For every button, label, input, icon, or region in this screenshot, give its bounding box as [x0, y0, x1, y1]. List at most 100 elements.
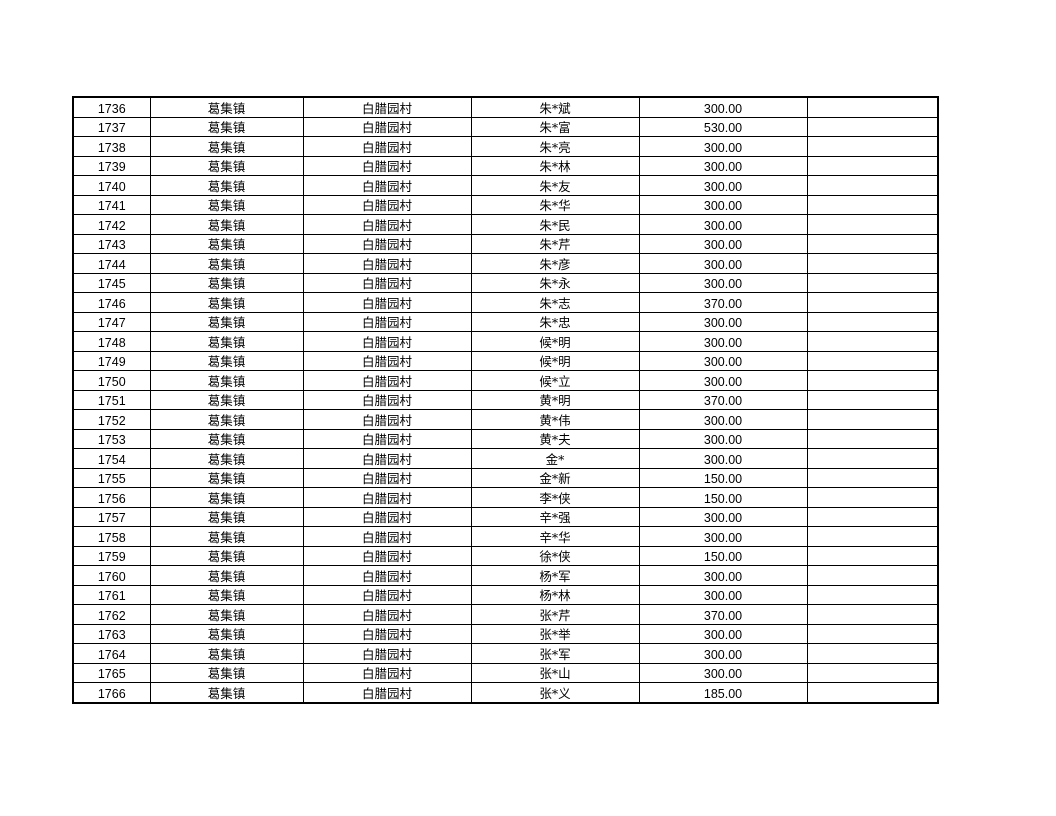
- row-number-cell: 1755: [72, 467, 151, 488]
- amount-cell: 300.00: [638, 194, 808, 215]
- table-row: 1746 葛集镇 白腊园村 朱*志 370.00: [72, 292, 939, 313]
- village-cell: 白腊园村: [302, 604, 472, 625]
- table-row: 1747 葛集镇 白腊园村 朱*忠 300.00: [72, 311, 939, 332]
- village-cell: 白腊园村: [302, 584, 472, 605]
- town-cell: 葛集镇: [149, 331, 304, 352]
- village-cell: 白腊园村: [302, 467, 472, 488]
- table-row: 1740 葛集镇 白腊园村 朱*友 300.00: [72, 175, 939, 196]
- amount-cell: 150.00: [638, 545, 808, 566]
- table-row: 1738 葛集镇 白腊园村 朱*亮 300.00: [72, 136, 939, 157]
- remark-cell: [806, 487, 939, 508]
- amount-cell: 150.00: [638, 487, 808, 508]
- remark-cell: [806, 370, 939, 391]
- name-cell: 朱*永: [470, 272, 640, 293]
- town-cell: 葛集镇: [149, 96, 304, 118]
- remark-cell: [806, 331, 939, 352]
- village-cell: 白腊园村: [302, 662, 472, 683]
- amount-cell: 150.00: [638, 467, 808, 488]
- town-cell: 葛集镇: [149, 272, 304, 293]
- row-number-cell: 1753: [72, 428, 151, 449]
- amount-cell: 300.00: [638, 409, 808, 430]
- amount-cell: 300.00: [638, 428, 808, 449]
- name-cell: 李*侠: [470, 487, 640, 508]
- village-cell: 白腊园村: [302, 272, 472, 293]
- amount-cell: 300.00: [638, 233, 808, 254]
- row-number-cell: 1736: [72, 96, 151, 118]
- table-row: 1763 葛集镇 白腊园村 张*举 300.00: [72, 623, 939, 644]
- amount-cell: 300.00: [638, 331, 808, 352]
- village-cell: 白腊园村: [302, 643, 472, 664]
- remark-cell: [806, 253, 939, 274]
- table-row: 1757 葛集镇 白腊园村 辛*强 300.00: [72, 506, 939, 527]
- town-cell: 葛集镇: [149, 662, 304, 683]
- table-row: 1752 葛集镇 白腊园村 黄*伟 300.00: [72, 409, 939, 430]
- amount-cell: 300.00: [638, 253, 808, 274]
- name-cell: 朱*富: [470, 116, 640, 137]
- table-row: 1764 葛集镇 白腊园村 张*军 300.00: [72, 643, 939, 664]
- village-cell: 白腊园村: [302, 565, 472, 586]
- amount-cell: 300.00: [638, 584, 808, 605]
- row-number-cell: 1750: [72, 370, 151, 391]
- remark-cell: [806, 662, 939, 683]
- remark-cell: [806, 96, 939, 118]
- amount-cell: 300.00: [638, 506, 808, 527]
- village-cell: 白腊园村: [302, 506, 472, 527]
- remark-cell: [806, 194, 939, 215]
- village-cell: 白腊园村: [302, 448, 472, 469]
- name-cell: 金*: [470, 448, 640, 469]
- town-cell: 葛集镇: [149, 253, 304, 274]
- name-cell: 朱*友: [470, 175, 640, 196]
- town-cell: 葛集镇: [149, 565, 304, 586]
- amount-cell: 300.00: [638, 272, 808, 293]
- remark-cell: [806, 350, 939, 371]
- amount-cell: 300.00: [638, 214, 808, 235]
- row-number-cell: 1752: [72, 409, 151, 430]
- village-cell: 白腊园村: [302, 136, 472, 157]
- village-cell: 白腊园村: [302, 292, 472, 313]
- table-row: 1758 葛集镇 白腊园村 辛*华 300.00: [72, 526, 939, 547]
- name-cell: 朱*忠: [470, 311, 640, 332]
- name-cell: 辛*华: [470, 526, 640, 547]
- row-number-cell: 1763: [72, 623, 151, 644]
- row-number-cell: 1757: [72, 506, 151, 527]
- amount-cell: 300.00: [638, 136, 808, 157]
- row-number-cell: 1738: [72, 136, 151, 157]
- row-number-cell: 1760: [72, 565, 151, 586]
- row-number-cell: 1748: [72, 331, 151, 352]
- village-cell: 白腊园村: [302, 253, 472, 274]
- amount-cell: 300.00: [638, 643, 808, 664]
- table-row: 1759 葛集镇 白腊园村 徐*侠 150.00: [72, 545, 939, 566]
- row-number-cell: 1751: [72, 389, 151, 410]
- row-number-cell: 1759: [72, 545, 151, 566]
- village-cell: 白腊园村: [302, 233, 472, 254]
- amount-cell: 300.00: [638, 155, 808, 176]
- town-cell: 葛集镇: [149, 214, 304, 235]
- name-cell: 候*明: [470, 331, 640, 352]
- row-number-cell: 1764: [72, 643, 151, 664]
- town-cell: 葛集镇: [149, 448, 304, 469]
- remark-cell: [806, 448, 939, 469]
- amount-cell: 370.00: [638, 389, 808, 410]
- row-number-cell: 1749: [72, 350, 151, 371]
- name-cell: 朱*斌: [470, 96, 640, 118]
- remark-cell: [806, 175, 939, 196]
- amount-cell: 300.00: [638, 662, 808, 683]
- town-cell: 葛集镇: [149, 682, 304, 703]
- village-cell: 白腊园村: [302, 175, 472, 196]
- village-cell: 白腊园村: [302, 214, 472, 235]
- remark-cell: [806, 116, 939, 137]
- village-cell: 白腊园村: [302, 96, 472, 118]
- village-cell: 白腊园村: [302, 155, 472, 176]
- row-number-cell: 1766: [72, 682, 151, 703]
- name-cell: 候*明: [470, 350, 640, 371]
- remark-cell: [806, 233, 939, 254]
- amount-cell: 300.00: [638, 526, 808, 547]
- town-cell: 葛集镇: [149, 545, 304, 566]
- row-number-cell: 1739: [72, 155, 151, 176]
- amount-cell: 300.00: [638, 96, 808, 118]
- table-row: 1750 葛集镇 白腊园村 候*立 300.00: [72, 370, 939, 391]
- town-cell: 葛集镇: [149, 467, 304, 488]
- amount-cell: 370.00: [638, 604, 808, 625]
- remark-cell: [806, 292, 939, 313]
- table-row: 1748 葛集镇 白腊园村 候*明 300.00: [72, 331, 939, 352]
